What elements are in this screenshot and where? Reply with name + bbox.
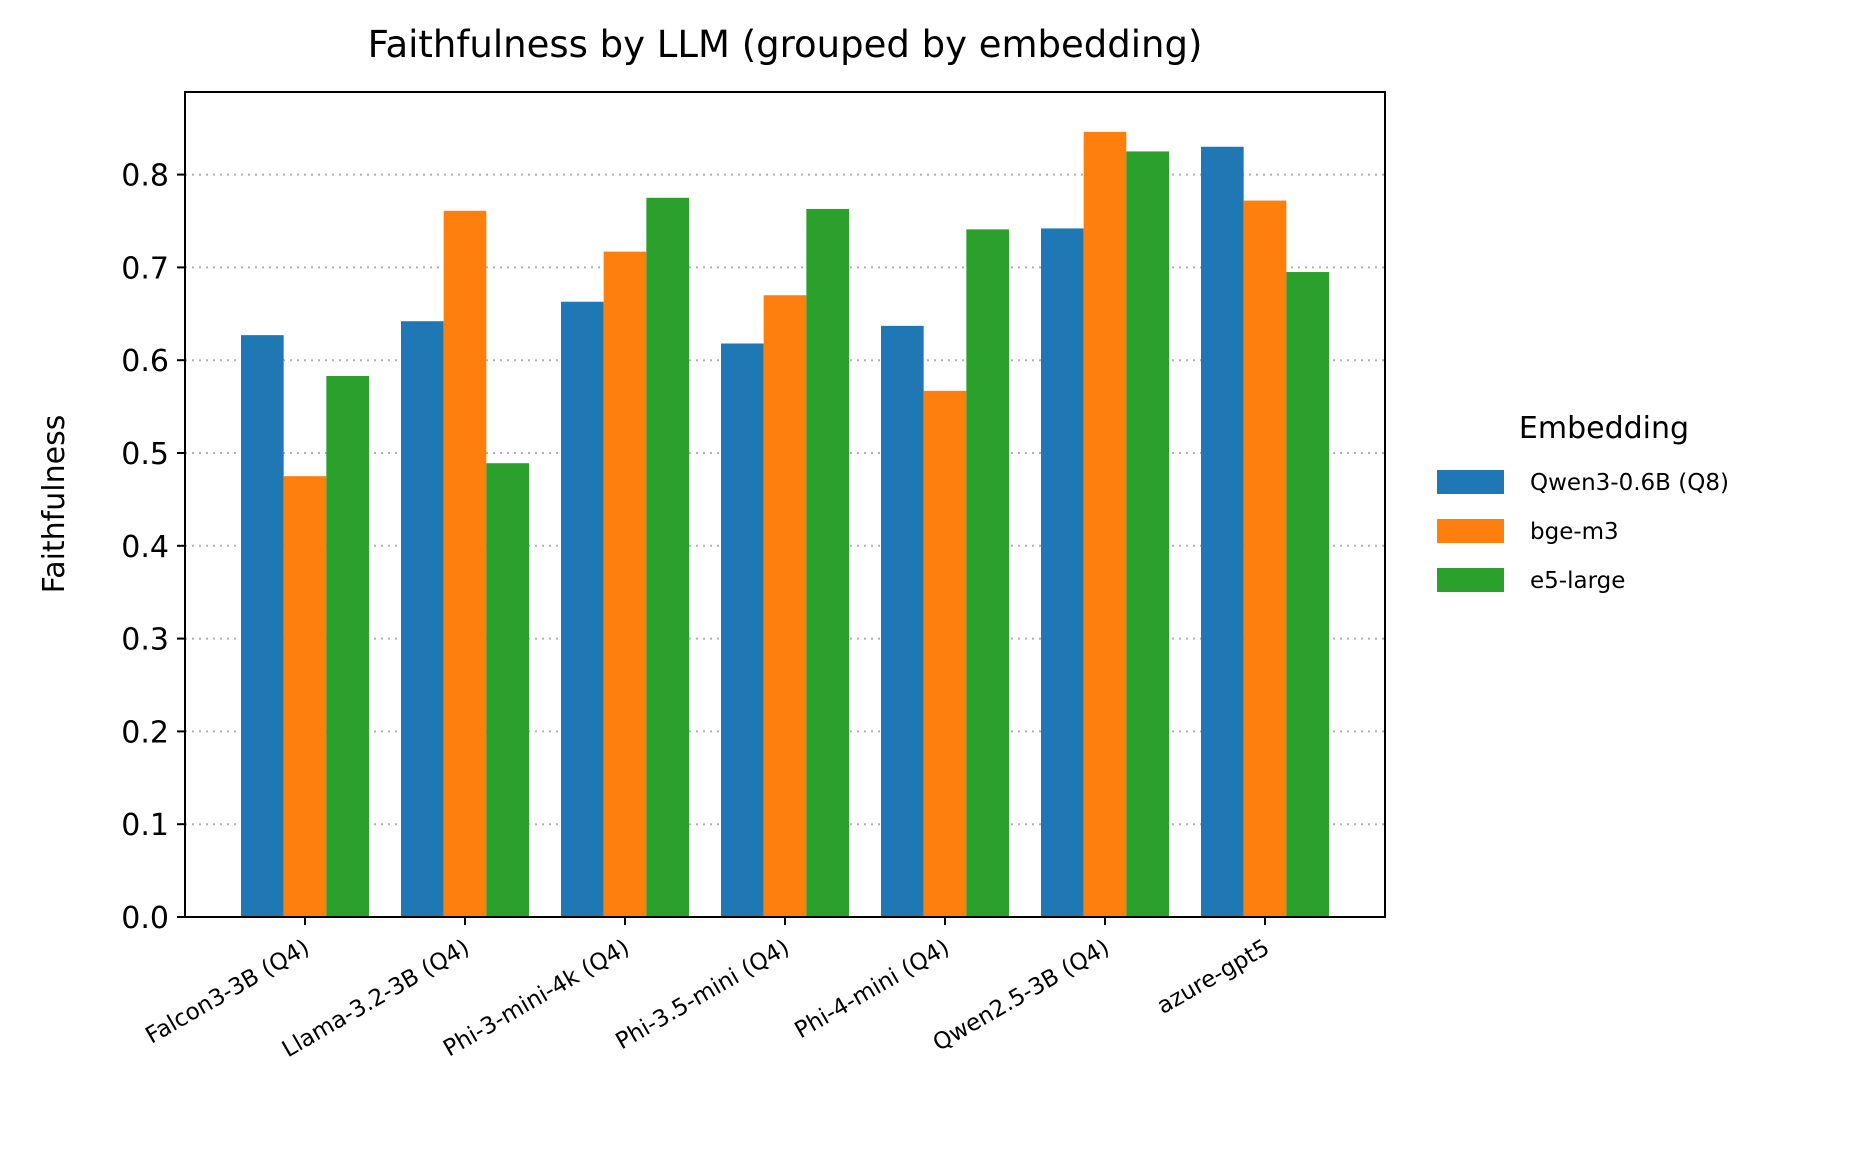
y-tick-label: 0.6 [121,344,169,379]
legend-entry-label: Qwen3-0.6B (Q8) [1530,470,1729,496]
y-tick-label: 0.2 [121,715,169,750]
legend-entry-label: bge-m3 [1530,519,1619,545]
bar-qwen3-0-6b-q8-4 [721,343,764,917]
legend-swatch [1437,568,1504,592]
bar-qwen3-0-6b-q8-6 [1041,228,1084,917]
legend-entry-label: e5-large [1530,568,1625,594]
legend-title: Embedding [1519,411,1689,446]
bar-bge-m3-4 [763,295,807,917]
legend: Embedding Qwen3-0.6B (Q8) bge-m3 e5-large [1437,411,1729,594]
y-tick-label: 0.3 [121,623,169,658]
bar-bge-m3-2 [443,210,487,917]
x-tick-label: Phi-3.5-mini (Q4) [611,935,794,1055]
bar-e5-large-2 [486,463,529,917]
bar-qwen3-0-6b-q8-7 [1201,146,1244,917]
bar-e5-large-7 [1286,272,1329,917]
bar-e5-large-5 [966,229,1009,917]
bar-bge-m3-5 [923,390,967,917]
x-tick-label: azure-gpt5 [1153,935,1274,1020]
x-tick-label: Phi-4-mini (Q4) [790,935,954,1044]
bar-e5-large-4 [806,208,849,917]
x-tick-label: Falcon3-3B (Q4) [141,935,314,1050]
x-axis: Falcon3-3B (Q4)Llama-3.2-3B (Q4)Phi-3-mi… [141,917,1274,1063]
y-tick-label: 0.5 [121,437,169,472]
bar-qwen3-0-6b-q8-1 [241,335,284,917]
y-axis-label: Faithfulness [37,415,72,594]
y-tick-label: 0.4 [121,530,169,565]
y-tick-label: 0.1 [121,808,169,843]
y-tick-label: 0.0 [121,901,169,936]
y-tick-label: 0.8 [121,159,169,194]
chart-title: Faithfulness by LLM (grouped by embeddin… [368,23,1203,66]
y-axis: 0.0 0.1 0.2 0.3 0.4 0.5 0.6 0.7 0.8 [121,159,185,936]
bar-e5-large-1 [326,375,369,917]
bar-qwen3-0-6b-q8-5 [881,325,924,917]
legend-swatch [1437,470,1504,494]
y-tick-label: 0.7 [121,251,169,286]
bar-e5-large-6 [1126,151,1169,917]
bar-qwen3-0-6b-q8-2 [401,321,444,917]
bar-bge-m3-3 [603,251,647,917]
x-tick-label: Qwen2.5-3B (Q4) [929,935,1114,1057]
bar-layer [241,131,1329,918]
bar-bge-m3-7 [1243,200,1287,918]
bar-bge-m3-6 [1083,131,1127,917]
legend-swatch [1437,519,1504,543]
bar-bge-m3-1 [283,476,327,917]
bar-qwen3-0-6b-q8-3 [561,301,604,917]
bar-e5-large-3 [646,197,689,917]
